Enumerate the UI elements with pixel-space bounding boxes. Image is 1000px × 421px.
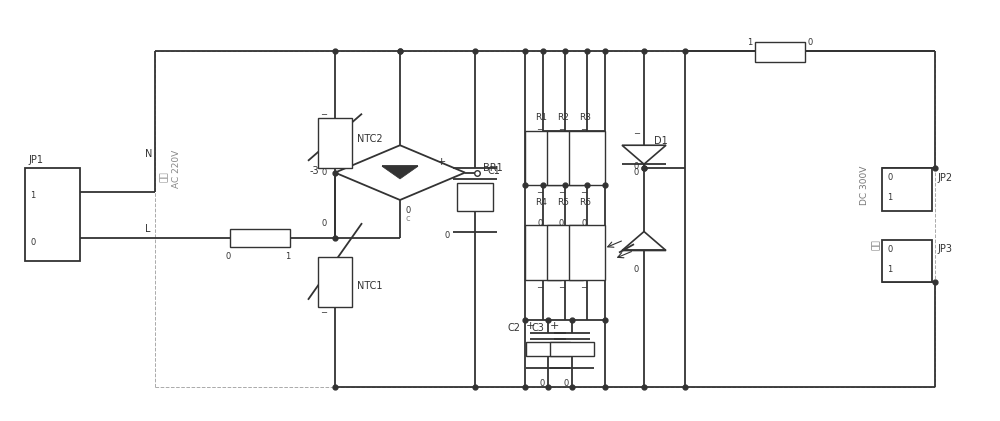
Text: JP2: JP2 — [937, 173, 952, 183]
Text: L: L — [145, 224, 150, 234]
Bar — [882, 240, 932, 282]
Bar — [318, 257, 352, 307]
Text: R6: R6 — [579, 197, 591, 207]
Polygon shape — [382, 166, 418, 179]
Bar — [25, 168, 80, 261]
Text: ─: ─ — [634, 128, 639, 137]
Text: -3: -3 — [310, 165, 320, 176]
Text: D1: D1 — [654, 136, 668, 146]
Text: R5: R5 — [557, 197, 569, 207]
Text: JP1: JP1 — [28, 155, 43, 165]
Bar — [457, 183, 493, 210]
Text: ─: ─ — [581, 282, 586, 291]
Text: R3: R3 — [579, 113, 591, 123]
Bar — [569, 225, 605, 280]
Text: ─: ─ — [581, 124, 586, 133]
Text: 0: 0 — [405, 206, 410, 215]
Text: 0: 0 — [887, 245, 892, 254]
Text: ─: ─ — [537, 282, 542, 291]
Text: 0: 0 — [559, 218, 564, 228]
Text: 1: 1 — [747, 37, 752, 47]
Text: N: N — [145, 149, 152, 159]
Text: 1: 1 — [30, 191, 35, 200]
Text: ─: ─ — [537, 124, 542, 133]
Text: c: c — [405, 214, 410, 224]
Bar — [569, 131, 605, 185]
Bar — [526, 342, 570, 356]
Text: BR1: BR1 — [483, 163, 503, 173]
Text: ─: ─ — [321, 307, 326, 316]
Text: 输出: 输出 — [872, 239, 881, 250]
Text: ─: ─ — [537, 187, 542, 196]
Text: C2: C2 — [508, 323, 521, 333]
Text: +: + — [437, 157, 446, 167]
Text: ─: ─ — [559, 187, 564, 196]
Text: 0: 0 — [887, 173, 892, 182]
Text: 0: 0 — [321, 218, 327, 228]
Text: NTC1: NTC1 — [357, 281, 382, 291]
Text: AC 220V: AC 220V — [172, 149, 181, 187]
Text: R2: R2 — [557, 113, 569, 123]
Bar — [318, 118, 352, 168]
Bar — [230, 229, 290, 247]
Text: 0: 0 — [445, 231, 450, 240]
Text: 0: 0 — [634, 265, 639, 274]
Text: C1: C1 — [487, 165, 500, 176]
Text: 0: 0 — [537, 218, 542, 228]
Text: 0: 0 — [808, 37, 813, 47]
Text: 0: 0 — [581, 218, 586, 228]
Text: ─: ─ — [581, 187, 586, 196]
Text: 0: 0 — [226, 252, 231, 261]
Text: 输入: 输入 — [160, 171, 169, 182]
Text: 0: 0 — [634, 162, 639, 171]
Bar — [547, 131, 583, 185]
Text: R4: R4 — [535, 197, 547, 207]
Text: JP3: JP3 — [937, 244, 952, 254]
Bar — [550, 342, 594, 356]
Text: 0: 0 — [634, 168, 639, 177]
Text: 0: 0 — [564, 378, 569, 388]
Bar — [547, 225, 583, 280]
Text: DC 300V: DC 300V — [860, 165, 869, 205]
Text: R1: R1 — [535, 113, 547, 123]
Text: ─: ─ — [559, 282, 564, 291]
Text: 0: 0 — [321, 168, 327, 177]
Text: 1: 1 — [887, 193, 892, 203]
Text: ─: ─ — [321, 109, 326, 118]
Text: 1: 1 — [285, 252, 290, 261]
Text: 1: 1 — [887, 265, 892, 274]
Bar — [755, 42, 805, 62]
Text: 0: 0 — [30, 237, 35, 247]
Text: C3: C3 — [532, 323, 545, 333]
Text: +: + — [526, 321, 535, 331]
Bar — [525, 131, 561, 185]
Text: NTC2: NTC2 — [357, 134, 383, 144]
Bar — [525, 225, 561, 280]
Text: ─: ─ — [559, 124, 564, 133]
Text: 0: 0 — [540, 378, 545, 388]
Bar — [882, 168, 932, 210]
Text: +: + — [550, 321, 559, 331]
